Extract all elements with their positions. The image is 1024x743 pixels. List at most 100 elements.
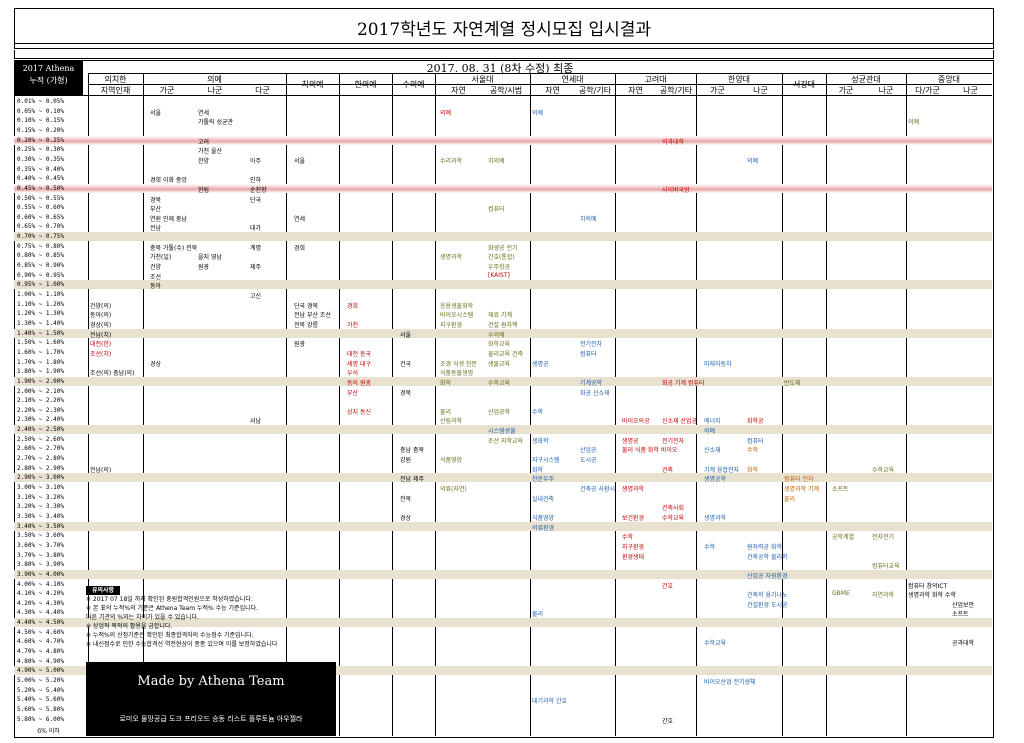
dept-entry: 한림	[198, 186, 210, 194]
table-row: 5.20% ~ 5.40%	[14, 686, 992, 695]
range-label: 3.80% ~ 3.90%	[17, 561, 64, 569]
dept-entry: 응용생물화학	[440, 302, 474, 310]
table-row: 4.20% ~ 4.30%	[14, 599, 992, 608]
dept-entry: 동아	[150, 283, 162, 291]
table-row: 0.01% ~ 0.05%	[14, 97, 992, 106]
grid-line	[696, 73, 697, 736]
note-line: ※ 상업적 목적의 활용을 금합니다.	[86, 623, 173, 630]
sub-header: 자연	[451, 86, 466, 95]
dept-entry: 에너지	[704, 418, 721, 426]
divider	[14, 44, 994, 49]
dept-entry: 연세	[198, 109, 210, 117]
range-label: 2.60% ~ 2.70%	[17, 445, 64, 453]
grid-line	[782, 73, 783, 736]
dept-entry: 화학	[532, 466, 544, 474]
dept-entry: 물리	[440, 408, 452, 416]
table-row: 4.00% ~ 4.10%	[14, 580, 992, 589]
dept-entry: 을지 영남	[198, 254, 222, 262]
dept-entry: 화학교육	[488, 341, 511, 349]
dept-entry: 수학	[532, 408, 544, 416]
dept-entry: 경희	[294, 244, 306, 252]
range-label: 2.00% ~ 2.10%	[17, 387, 64, 395]
group-header: 치의예	[286, 80, 339, 90]
group-header: 서울대	[471, 75, 494, 84]
dept-entry: 환경생태	[622, 553, 645, 561]
dept-entry: 시스템생물	[488, 428, 516, 436]
range-label: 4.80% ~ 4.90%	[17, 657, 64, 665]
table-row: 3.00% ~ 3.10%	[14, 483, 992, 492]
range-label: 0.85% ~ 0.90%	[17, 262, 64, 270]
table-row: 2.30% ~ 2.40%	[14, 415, 992, 424]
table-row: 3.20% ~ 3.30%	[14, 502, 992, 511]
dept-entry: 물리	[532, 611, 544, 619]
dept-entry: 경상	[150, 360, 162, 368]
sub-header: 공학/시범	[489, 86, 523, 95]
dept-entry: 의과대학	[662, 138, 685, 146]
dept-entry: 가천(일)	[150, 254, 172, 262]
sub-header: 나군	[878, 86, 894, 95]
table-row: 1.10% ~ 1.20%	[14, 300, 992, 309]
dept-entry: 수학	[747, 447, 759, 455]
dept-entry: 전기전자	[662, 437, 685, 445]
table-row: 0.30% ~ 0.35%	[14, 155, 992, 164]
table-row: 3.80% ~ 3.90%	[14, 560, 992, 569]
dept-entry: 부산	[150, 206, 162, 214]
grid-line	[906, 73, 907, 736]
athena-header: 2017 Athena 누적 (가형)	[14, 60, 83, 96]
dept-entry: 수학교육	[488, 379, 511, 387]
dept-entry: 산업공 자원환경	[747, 572, 788, 580]
dept-entry: 전남	[150, 225, 162, 233]
dept-entry: 계명	[250, 244, 262, 252]
table-row: 0.80% ~ 0.85%	[14, 251, 992, 260]
dept-entry: 서울	[294, 157, 306, 165]
table-row: 0.20% ~ 0.25%	[14, 135, 992, 145]
dept-entry: 화학	[747, 466, 759, 474]
range-label: 4.70% ~ 4.80%	[17, 648, 64, 656]
dept-entry: 인하	[250, 177, 262, 185]
dept-entry: 건설 원자핵	[488, 321, 518, 329]
range-label: 2.40% ~ 2.50%	[17, 426, 64, 434]
madeby-members: 로미오 물망공급 도크 프리오드 승동 리스트 플루토늄 아우젤라	[119, 715, 303, 723]
table-row: 2.50% ~ 2.60%	[14, 435, 992, 444]
table-row: 0.25% ~ 0.30%	[14, 145, 992, 154]
table-row: 2.60% ~ 2.70%	[14, 444, 992, 453]
table-row: 4.50% ~ 4.60%	[14, 628, 992, 637]
range-label: 0.05% ~ 0.10%	[17, 107, 64, 115]
range-label: 4.10% ~ 4.20%	[17, 590, 64, 598]
dept-entry: 재료 기계	[488, 312, 512, 320]
table-row: 4.60% ~ 4.70%	[14, 637, 992, 646]
dept-entry: 경북	[150, 196, 162, 204]
dept-entry: 수학	[622, 534, 634, 542]
table-row: 3.40% ~ 3.50%	[14, 521, 992, 531]
dept-entry: 산업공학	[488, 408, 511, 416]
dept-entry: 의예	[704, 428, 716, 436]
dept-entry: 건축사회	[662, 505, 685, 513]
table-row: 4.80% ~ 4.90%	[14, 657, 992, 666]
table-row: 0.35% ~ 0.40%	[14, 165, 992, 174]
page-title: 2017학년도 자연계열 정시모집 입시결과	[356, 20, 652, 40]
range-label: 3.60% ~ 3.70%	[17, 541, 64, 549]
dept-entry: 간호(통합)	[488, 254, 515, 262]
dept-entry: 부산	[347, 389, 359, 397]
table-row: 0.85% ~ 0.90%	[14, 261, 992, 270]
dept-entry: 치의예	[488, 157, 505, 165]
range-label: 0.20% ~ 0.25%	[17, 136, 64, 144]
dept-entry: [KAIST]	[488, 271, 510, 279]
dept-entry: 공과대학	[952, 640, 975, 648]
range-label: 1.00% ~ 1.10%	[17, 291, 64, 298]
athena-line1: 2017 Athena	[22, 64, 75, 73]
grid-line	[88, 73, 89, 736]
dept-entry: 생명과학	[622, 486, 645, 493]
dept-entry: 소프트	[832, 486, 849, 493]
dept-entry: 의예	[908, 119, 920, 127]
footer-range: 6% 이하	[37, 728, 60, 735]
table-row: 1.90% ~ 2.00%	[14, 376, 992, 386]
table-row: 0.55% ~ 0.60%	[14, 203, 992, 212]
table-row: 3.90% ~ 4.00%	[14, 569, 992, 579]
range-label: 1.40% ~ 1.50%	[17, 329, 64, 337]
grid-line	[615, 73, 616, 736]
range-label: 3.20% ~ 3.30%	[17, 503, 64, 511]
grid-line	[826, 73, 827, 736]
range-label: 1.30% ~ 1.40%	[17, 319, 64, 327]
dept-entry: 지구환경	[440, 321, 463, 329]
